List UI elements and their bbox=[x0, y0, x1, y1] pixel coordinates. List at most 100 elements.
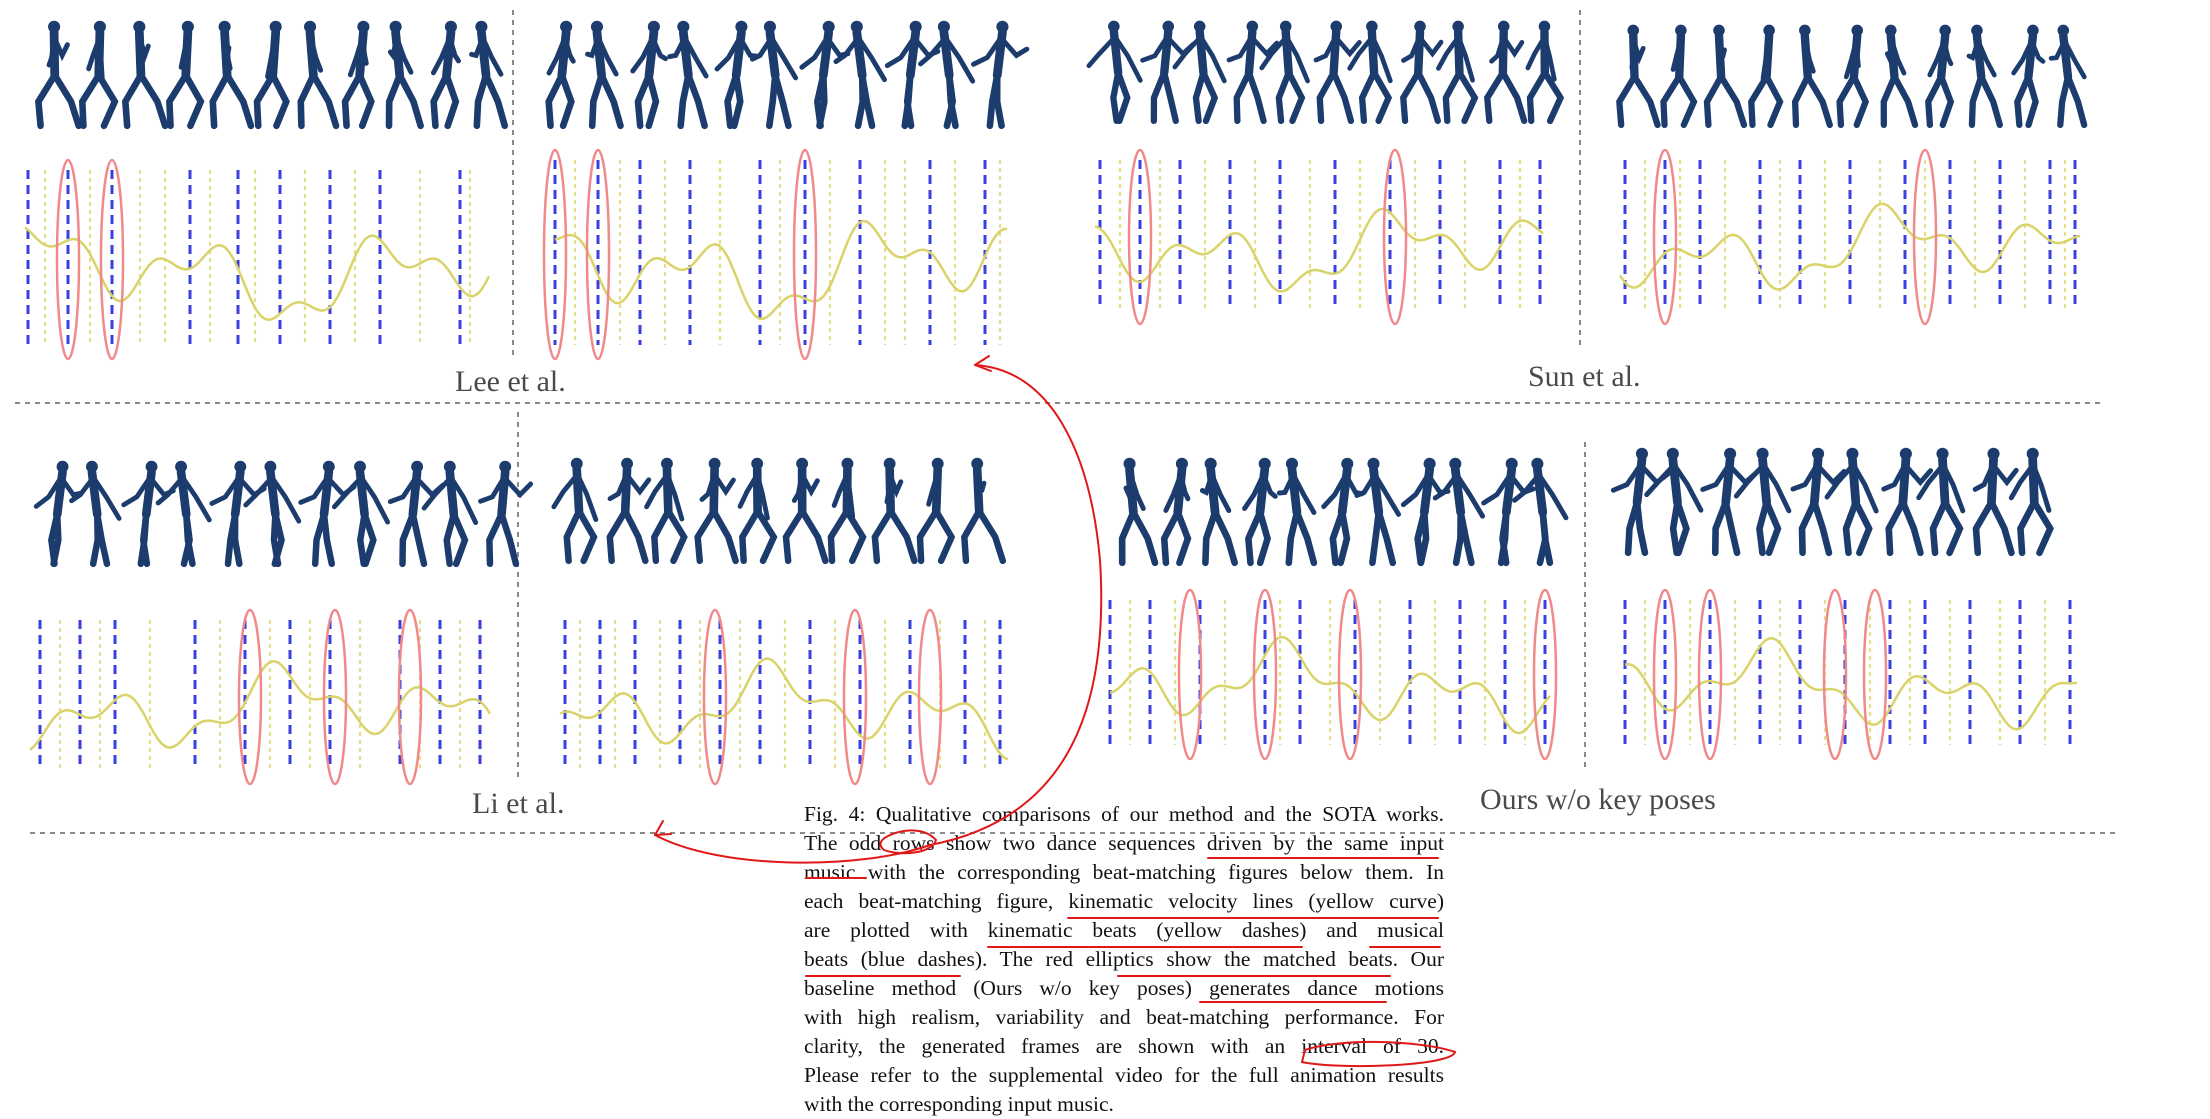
dancer-leg bbox=[1802, 502, 1814, 553]
dancer-leg bbox=[1289, 73, 1302, 121]
label-ours: Ours w/o key poses bbox=[1480, 783, 1716, 817]
dancer-leg bbox=[1889, 502, 1903, 553]
dancer-leg bbox=[1545, 73, 1561, 121]
dancer-leg bbox=[920, 511, 936, 561]
dancer-leg bbox=[1945, 502, 1960, 553]
velocity-curve bbox=[1625, 638, 2077, 729]
dancer-figure bbox=[345, 21, 371, 126]
dancer-leg bbox=[1884, 77, 1895, 125]
match-ellipse bbox=[1864, 590, 1886, 759]
dancer-leg bbox=[2060, 77, 2068, 125]
dancer-leg bbox=[1707, 77, 1721, 125]
dancer-figure bbox=[1164, 458, 1188, 563]
dancer-leg bbox=[875, 511, 891, 561]
dancer-leg bbox=[1249, 73, 1264, 121]
dancer-figure bbox=[670, 21, 707, 126]
dancer-figure bbox=[647, 458, 684, 561]
caption-line: The odd rows show two dance sequences dr… bbox=[804, 829, 1444, 858]
dancer-leg bbox=[1721, 77, 1744, 125]
dancer-figure bbox=[1613, 448, 1667, 553]
dancer-leg bbox=[1679, 77, 1694, 125]
dancer-figure bbox=[125, 21, 165, 126]
dancer-leg bbox=[55, 75, 79, 126]
dancer-leg bbox=[454, 514, 465, 564]
dancer-leg bbox=[447, 514, 454, 564]
dancer-leg bbox=[213, 75, 227, 126]
dancer-figure bbox=[698, 458, 736, 561]
caption-line: beats (blue dashes). The red elliptics s… bbox=[804, 945, 1444, 974]
beat-matching-plot bbox=[1095, 150, 1543, 324]
dancer-figure bbox=[1143, 21, 1194, 121]
label-lee: Lee et al. bbox=[455, 365, 566, 399]
dancer-leg bbox=[413, 514, 424, 564]
dancer-leg bbox=[1215, 512, 1235, 563]
dancer-leg bbox=[502, 514, 516, 564]
dancer-figure bbox=[549, 21, 574, 126]
dancer-leg bbox=[742, 511, 757, 561]
dancer-leg bbox=[979, 511, 1003, 561]
dancer-figure bbox=[1884, 448, 1931, 553]
dancer-leg bbox=[125, 75, 141, 126]
dancer-leg bbox=[1814, 502, 1829, 553]
dancer-leg bbox=[625, 511, 645, 561]
dancer-leg bbox=[1154, 73, 1164, 121]
dancer-figure bbox=[389, 21, 421, 126]
dancer-leg bbox=[1203, 73, 1214, 121]
dancer-leg bbox=[1164, 512, 1178, 563]
dancer-figure bbox=[1703, 448, 1757, 553]
dancer-leg bbox=[688, 75, 704, 126]
dancer-figure bbox=[1827, 448, 1876, 553]
dancer-figure bbox=[1262, 21, 1308, 121]
dancer-figure bbox=[786, 458, 825, 561]
velocity-curve bbox=[25, 227, 489, 319]
dancer-leg bbox=[1808, 77, 1830, 125]
dancer-leg bbox=[1237, 73, 1249, 121]
dancer-figure bbox=[1928, 25, 1951, 125]
dancer-figure bbox=[554, 458, 596, 561]
dancer-leg bbox=[907, 75, 911, 126]
beat-matching-plot bbox=[30, 610, 490, 784]
dancer-leg bbox=[1403, 73, 1418, 121]
dancer-figure bbox=[1175, 21, 1225, 121]
dancer-leg bbox=[1320, 73, 1334, 121]
dancer-leg bbox=[1196, 73, 1203, 121]
dancer-figure bbox=[1202, 458, 1234, 563]
dancer-leg bbox=[1279, 73, 1289, 121]
dancer-leg bbox=[1795, 77, 1808, 125]
dancer-figure bbox=[1438, 21, 1474, 121]
dancer-figure bbox=[1487, 21, 1524, 121]
dancer-figure bbox=[802, 21, 848, 126]
dancer-figure bbox=[1528, 21, 1561, 121]
dancer-leg bbox=[274, 514, 278, 564]
dancer-leg bbox=[1976, 502, 1991, 553]
dancer-arm bbox=[274, 38, 275, 66]
dancer-leg bbox=[2028, 77, 2035, 125]
dancer-leg bbox=[1487, 73, 1503, 121]
caption-line: clarity, the generated frames are shown … bbox=[804, 1032, 1444, 1061]
dancer-leg bbox=[477, 75, 486, 126]
dancer-figure bbox=[257, 21, 286, 126]
dancer-leg bbox=[1673, 502, 1677, 553]
dancer-leg bbox=[38, 75, 54, 126]
dancer-figure bbox=[588, 21, 621, 126]
caption-line: with the corresponding input music. bbox=[804, 1090, 1444, 1119]
dancer-leg bbox=[489, 514, 501, 564]
dancer-arm bbox=[1089, 37, 1115, 66]
dancer-leg bbox=[1178, 512, 1188, 563]
dancer-figure bbox=[213, 21, 251, 126]
dancer-leg bbox=[567, 511, 579, 561]
dancer-figure bbox=[1795, 25, 1830, 125]
dancer-leg bbox=[862, 75, 872, 126]
dancer-leg bbox=[562, 75, 571, 126]
dancer-leg bbox=[360, 75, 372, 126]
dancer-figure bbox=[1229, 21, 1277, 121]
dancer-arm bbox=[1856, 41, 1858, 66]
dancer-leg bbox=[1928, 77, 1941, 125]
dancer-figure bbox=[1350, 21, 1391, 121]
dancer-leg bbox=[2017, 77, 2028, 125]
dancer-figure bbox=[1484, 458, 1534, 563]
dancer-figure bbox=[1324, 458, 1362, 563]
dancer-leg bbox=[1619, 77, 1634, 125]
dancer-figure bbox=[1884, 25, 1915, 125]
dancer-leg bbox=[273, 75, 287, 126]
